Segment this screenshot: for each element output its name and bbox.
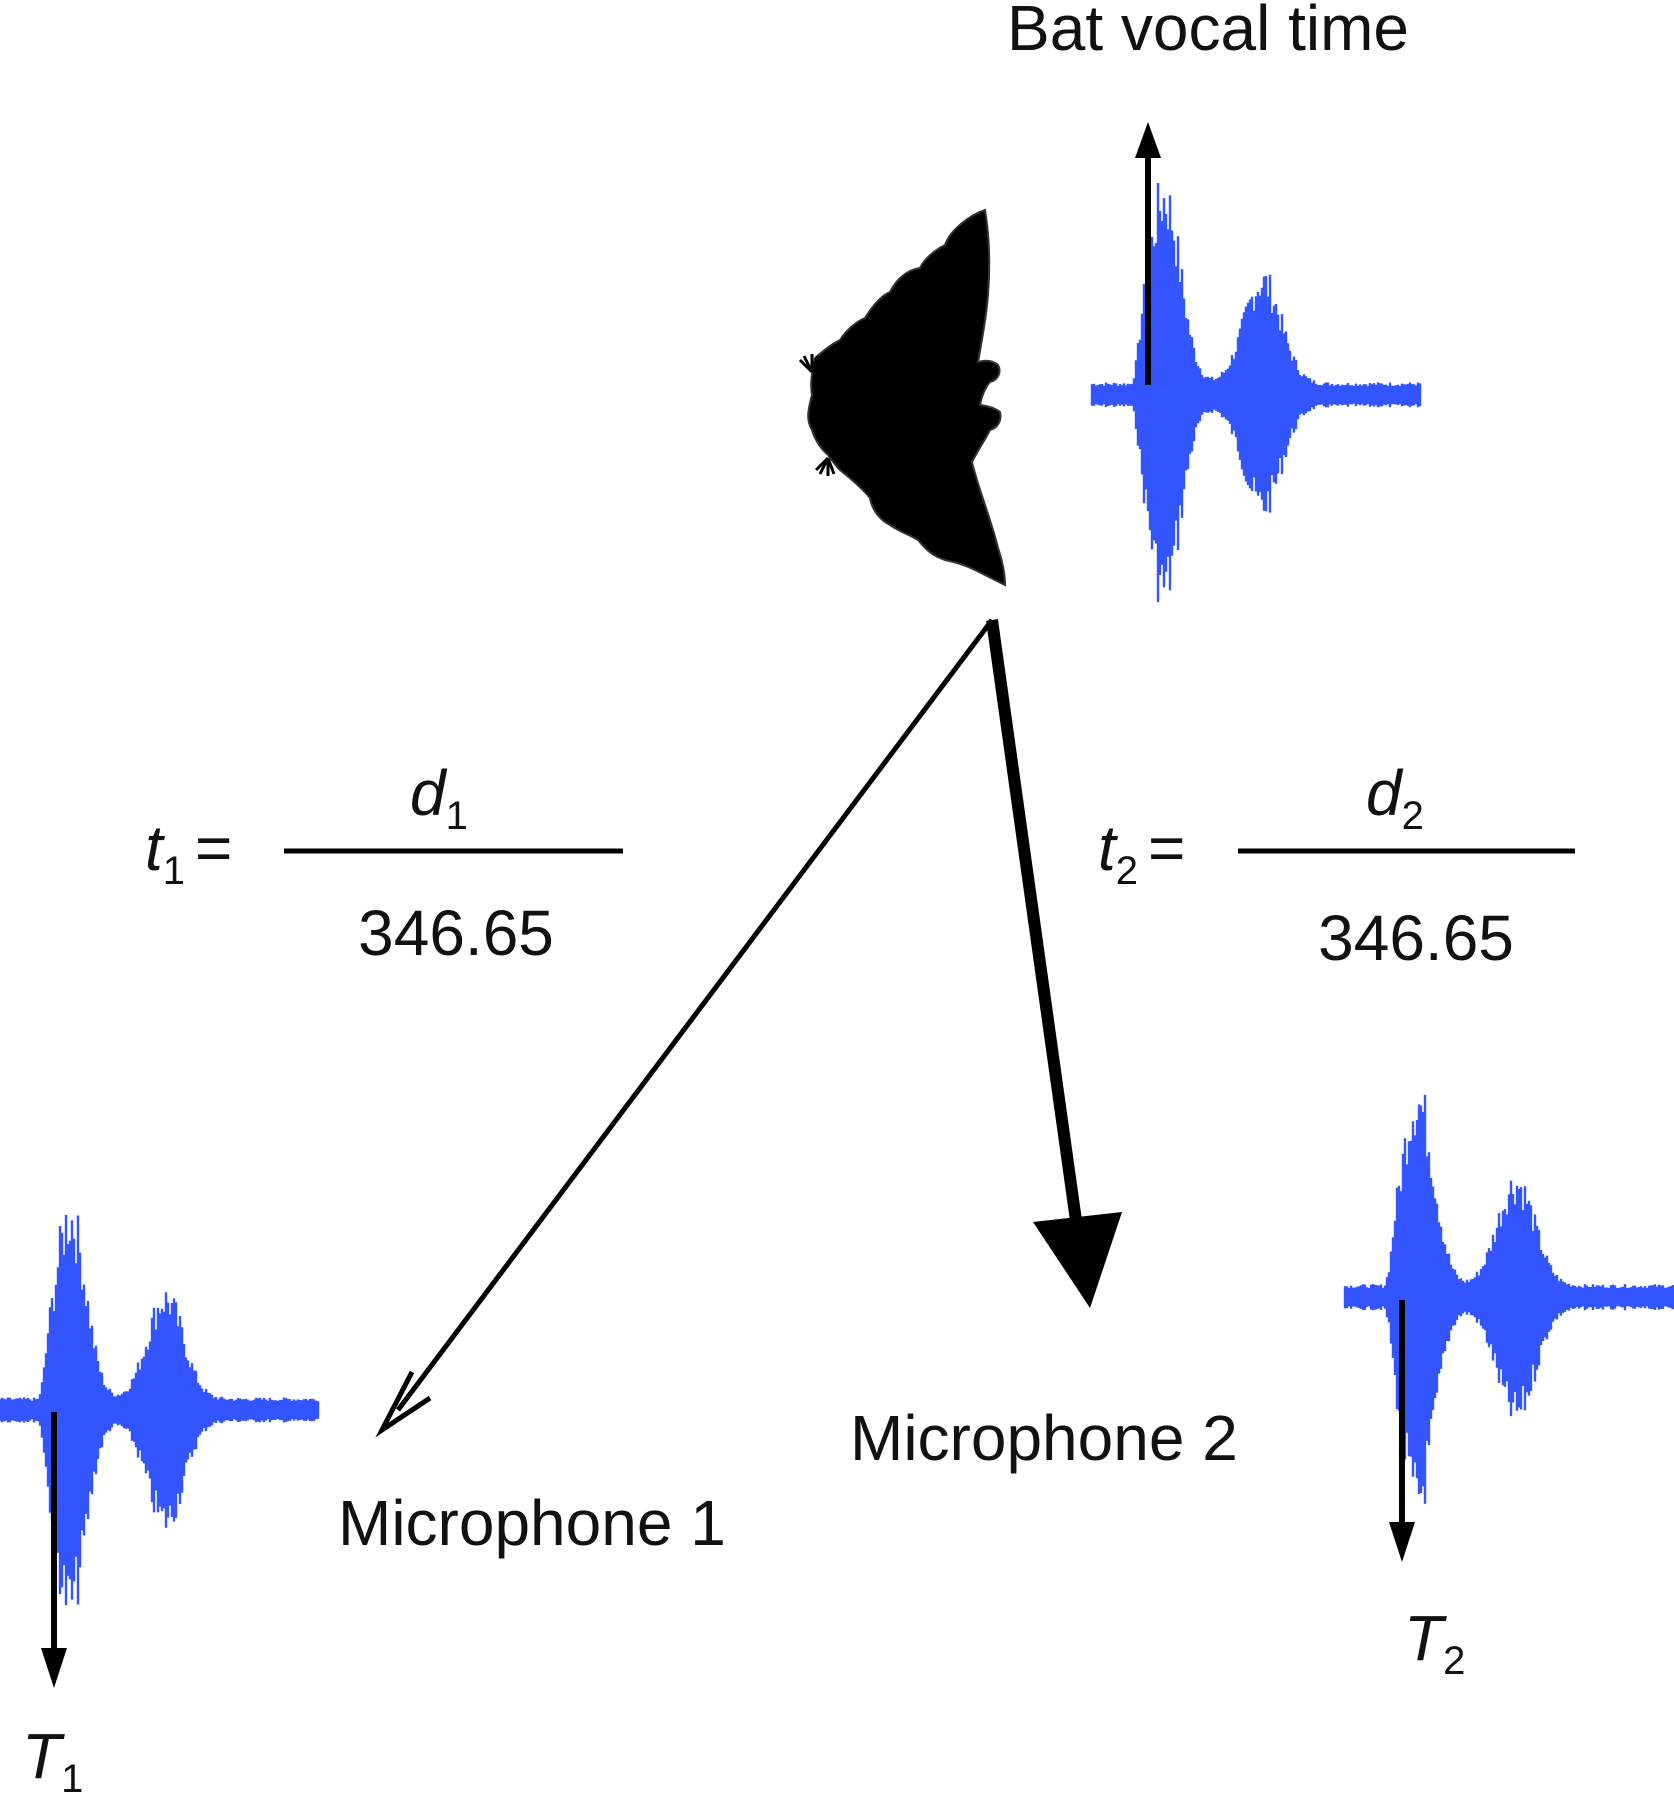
arrival-arrow-1: [41, 1412, 67, 1688]
waveform-trace: [1343, 1094, 1674, 1504]
propagation-arrow-2: [986, 619, 1122, 1308]
equation-1-lhs: t1 =: [145, 812, 232, 893]
arrival-time-2-label: T2: [1404, 1602, 1465, 1683]
propagation-arrow-1: [375, 618, 994, 1438]
waveform-trace: [0, 1214, 320, 1606]
equation-1-numerator: d1: [410, 757, 468, 838]
microphone-2-waveform: [1343, 1094, 1674, 1504]
vocal-time-arrow: [1135, 122, 1161, 385]
microphone-1-label: Microphone 1: [338, 1487, 726, 1559]
equation-2: t2 = d2 346.65: [1098, 757, 1575, 974]
title: Bat vocal time: [1007, 0, 1409, 64]
equation-2-denominator: 346.65: [1318, 902, 1514, 974]
arrival-time-1-label: T1: [22, 1720, 83, 1800]
waveform-trace: [1090, 183, 1422, 603]
equation-2-numerator: d2: [1366, 757, 1424, 838]
microphone-2-label: Microphone 2: [850, 1402, 1238, 1474]
vocal-waveform: [1090, 183, 1422, 603]
equation-2-lhs: t2 =: [1098, 812, 1185, 893]
equation-1-denominator: 346.65: [358, 897, 554, 969]
equation-1: t1 = d1 346.65: [145, 757, 623, 969]
microphone-1-waveform: [0, 1214, 320, 1606]
bat-silhouette-icon: [798, 208, 1007, 587]
arrival-arrow-2: [1389, 1300, 1415, 1562]
